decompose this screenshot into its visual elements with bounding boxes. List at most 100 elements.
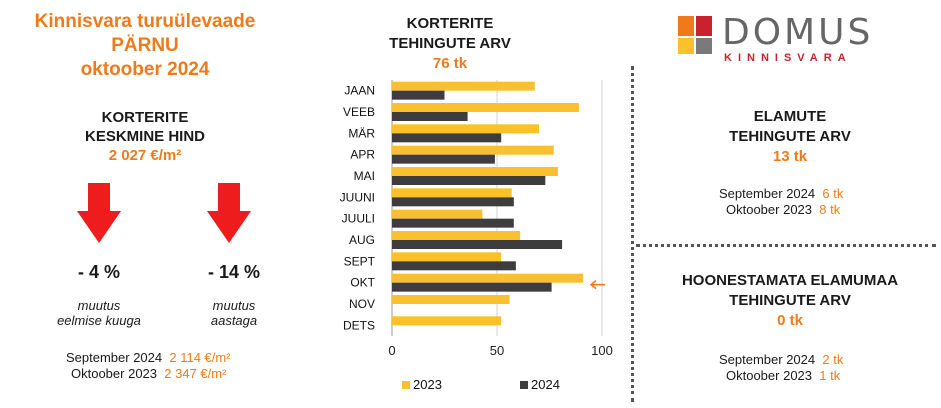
legend-swatch-2024 bbox=[520, 381, 528, 389]
bar-2024-jaan bbox=[392, 90, 445, 100]
chart-total: 76 tk bbox=[432, 55, 468, 72]
y-category-label: AUG bbox=[349, 233, 375, 247]
bar-2023-mai bbox=[392, 167, 558, 176]
comparison-value: 2 tk bbox=[822, 352, 844, 367]
bar-2024-veeb bbox=[392, 112, 468, 121]
comparison-label: Oktoober 2023 bbox=[726, 368, 813, 383]
logo-subtitle: KINNISVARA bbox=[724, 52, 852, 64]
highlight-arrow-head-icon bbox=[589, 280, 597, 290]
comparison-value: 2 347 €/m² bbox=[164, 366, 227, 381]
legend-swatch-2023 bbox=[402, 381, 410, 389]
y-category-label: DETS bbox=[343, 318, 375, 332]
bar-2024-apr bbox=[392, 154, 495, 164]
avg-price-label-line2: KESKMINE HIND bbox=[84, 128, 205, 145]
x-tick-label: 0 bbox=[388, 343, 395, 358]
bar-2023-juuli bbox=[392, 209, 483, 219]
legend-label-2023: 2023 bbox=[413, 377, 442, 392]
comparison-label: September 2024 bbox=[719, 352, 816, 367]
change-month-value: - 4 % bbox=[77, 262, 120, 282]
bar-2024-juuni bbox=[392, 197, 514, 207]
houses-comparison-1: September 2024 6 tk bbox=[719, 186, 843, 202]
report-title-line3: oktoober 2024 bbox=[80, 59, 210, 80]
comparison-label: Oktoober 2023 bbox=[726, 202, 813, 217]
legend-label-2024: 2024 bbox=[531, 377, 560, 392]
bar-2023-veeb bbox=[392, 103, 579, 112]
domus-logo: DOMUS KINNISVARA bbox=[674, 12, 906, 66]
chart-title-line2: TEHINGUTE ARV bbox=[389, 35, 511, 52]
y-category-label: SEPT bbox=[344, 254, 376, 268]
horizontal-divider bbox=[636, 244, 936, 247]
bar-2024-juuli bbox=[392, 218, 514, 228]
y-category-label: MAI bbox=[354, 169, 375, 183]
logo-square bbox=[678, 38, 694, 54]
bar-2024-mai bbox=[392, 176, 546, 185]
comparison-label: September 2024 bbox=[66, 350, 163, 365]
y-category-label: VEEB bbox=[343, 105, 375, 119]
bar-2023-mär bbox=[392, 124, 539, 134]
comparison-label: September 2024 bbox=[719, 186, 816, 201]
apartment-transactions-chart: 0 50 100 JAAN VEEB MÄR APR MAI JUUNI JUULI AUG SEPT… bbox=[340, 80, 613, 392]
comparison-value: 8 tk bbox=[819, 202, 841, 217]
houses-comparison-2: Oktoober 2023 8 tk bbox=[726, 202, 840, 218]
bar-2024-aug bbox=[392, 240, 563, 249]
y-category-label: JUULI bbox=[342, 212, 375, 226]
bar-2023-okt bbox=[392, 273, 584, 283]
vertical-divider bbox=[631, 66, 634, 402]
bar-2023-jaan bbox=[392, 81, 535, 91]
change-year-note-line2: aastaga bbox=[210, 313, 258, 328]
land-comparison-1: September 2024 2 tk bbox=[719, 352, 843, 368]
bar-2024-sept bbox=[392, 261, 516, 271]
houses-section: ELAMUTE TEHINGUTE ARV 13 tk bbox=[650, 107, 930, 167]
bar-2023-juuni bbox=[392, 188, 512, 198]
bar-2024-okt bbox=[392, 282, 552, 292]
y-category-label: OKT bbox=[350, 276, 375, 290]
logo-square bbox=[696, 38, 712, 54]
logo-square bbox=[696, 16, 712, 36]
land-total: 0 tk bbox=[777, 312, 803, 329]
change-month-note: muutus eelmise kuuga bbox=[29, 298, 169, 328]
chart-title-line1: KORTERITE bbox=[406, 15, 494, 32]
y-category-label: JUUNI bbox=[340, 190, 375, 204]
logo-square bbox=[678, 16, 694, 36]
chart-title: KORTERITE TEHINGUTE ARV 76 tk bbox=[380, 14, 520, 74]
bar-2023-nov bbox=[392, 295, 510, 304]
avg-price-comparison-1: September 2024 2 114 €/m² bbox=[66, 350, 231, 366]
x-tick-label: 100 bbox=[591, 343, 613, 358]
logo-name: DOMUS bbox=[722, 12, 874, 53]
report-title-line2: PÄRNU bbox=[111, 35, 179, 56]
bar-2023-apr bbox=[392, 145, 554, 155]
report-title: Kinnisvara turuülevaade PÄRNU oktoober 2… bbox=[20, 10, 270, 82]
down-arrow-icon-year bbox=[207, 183, 251, 245]
comparison-value: 1 tk bbox=[819, 368, 841, 383]
y-category-label: APR bbox=[350, 148, 375, 162]
avg-price-label-line1: KORTERITE bbox=[101, 109, 189, 126]
bar-2024-mär bbox=[392, 133, 502, 143]
change-month-note-line1: muutus bbox=[77, 298, 121, 313]
y-category-label: NOV bbox=[349, 297, 375, 311]
houses-title-line1: ELAMUTE bbox=[753, 108, 827, 125]
change-month-note-line2: eelmise kuuga bbox=[57, 313, 141, 328]
y-category-label: JAAN bbox=[344, 84, 375, 98]
comparison-value: 2 114 €/m² bbox=[169, 350, 231, 365]
change-year-note: muutus aastaga bbox=[164, 298, 304, 328]
bar-2023-dets bbox=[392, 316, 502, 326]
bar-2023-sept bbox=[392, 252, 502, 262]
comparison-label: Oktoober 2023 bbox=[71, 366, 158, 381]
land-title-line2: TEHINGUTE ARV bbox=[729, 292, 851, 309]
y-category-label: MÄR bbox=[348, 126, 375, 140]
land-comparison-2: Oktoober 2023 1 tk bbox=[726, 368, 840, 384]
change-year-value: - 14 % bbox=[207, 262, 261, 282]
bar-2023-aug bbox=[392, 231, 521, 240]
report-title-line1: Kinnisvara turuülevaade bbox=[34, 11, 256, 32]
change-year-note-line1: muutus bbox=[212, 298, 256, 313]
land-section: HOONESTAMATA ELAMUMAA TEHINGUTE ARV 0 tk bbox=[644, 271, 936, 331]
avg-price-value: 2 027 €/m² bbox=[108, 147, 182, 164]
houses-total: 13 tk bbox=[772, 148, 808, 165]
comparison-value: 6 tk bbox=[822, 186, 844, 201]
land-title-line1: HOONESTAMATA ELAMUMAA bbox=[681, 272, 899, 289]
x-tick-label: 50 bbox=[490, 343, 504, 358]
down-arrow-icon-month bbox=[77, 183, 121, 245]
avg-price-comparison-2: Oktoober 2023 2 347 €/m² bbox=[71, 366, 226, 382]
houses-title-line2: TEHINGUTE ARV bbox=[729, 128, 851, 145]
avg-price-section: KORTERITE KESKMINE HIND 2 027 €/m² bbox=[50, 108, 240, 165]
